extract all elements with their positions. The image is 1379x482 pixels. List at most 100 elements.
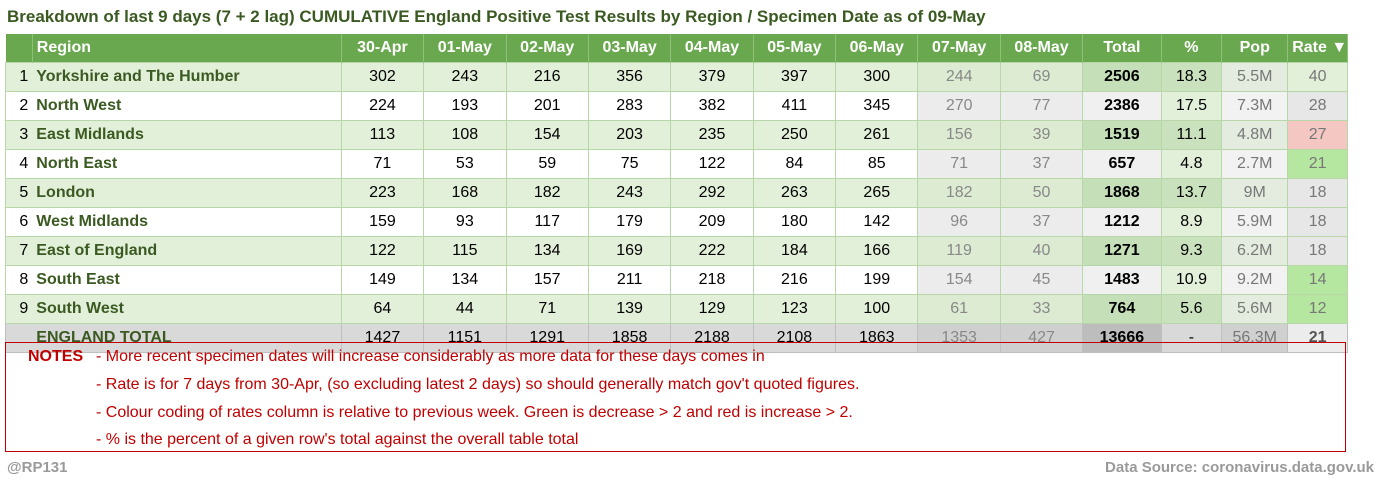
date-header[interactable]: 07-May — [917, 34, 1001, 63]
pop-header[interactable]: Pop — [1221, 34, 1289, 63]
pct-cell: 13.7 — [1160, 178, 1223, 208]
notes-label: NOTES — [28, 348, 84, 365]
value-cell: 1858 — [587, 323, 672, 353]
notes-box: NOTES - More recent specimen dates will … — [5, 342, 1346, 452]
region-name: South West — [32, 294, 342, 324]
total-cell: 2506 — [1082, 62, 1162, 92]
value-cell: 265 — [835, 178, 919, 208]
table-row: 3 East Midlands 113 108 154 203 235 250 261 156 39… — [5, 120, 1348, 150]
value-cell: 292 — [670, 178, 754, 208]
rate-cell: 28 — [1287, 91, 1348, 121]
total-cell: 1212 — [1082, 207, 1162, 237]
pct-cell: 18.3 — [1160, 62, 1223, 92]
value-cell: 182 — [505, 178, 589, 208]
region-name: East Midlands — [32, 120, 342, 150]
table-row: 4 North East 71 53 59 75 122 84 85 71 37 657 4.8 2.7M… — [5, 149, 1348, 179]
rate-cell: 27 — [1287, 120, 1348, 150]
row-index: 1 — [5, 62, 33, 92]
date-header[interactable]: 05-May — [753, 34, 837, 63]
row-index: 9 — [5, 294, 33, 324]
region-name: ENGLAND TOTAL — [32, 323, 342, 353]
date-header[interactable]: 01-May — [423, 34, 507, 63]
value-cell: 134 — [423, 265, 507, 295]
date-header[interactable]: 06-May — [835, 34, 919, 63]
row-index: 7 — [5, 236, 33, 266]
date-header[interactable]: 04-May — [670, 34, 754, 63]
value-cell: 216 — [752, 265, 837, 295]
table-row: 2 North West 224 193 201 283 382 411 345 270 77 238… — [5, 91, 1348, 121]
lag-value-cell: 50 — [999, 178, 1084, 208]
note-line: - Colour coding of rates column is relat… — [96, 404, 853, 421]
total-header[interactable]: Total — [1082, 34, 1162, 63]
lag-value-cell: 61 — [917, 294, 1001, 324]
header-row: Region 30-Apr 01-May 02-May 03-May 04-Ma… — [5, 34, 1348, 63]
value-cell: 382 — [670, 91, 754, 121]
lag-value-cell: 33 — [999, 294, 1084, 324]
rate-cell: 18 — [1287, 178, 1348, 208]
date-header[interactable]: 30-Apr — [341, 34, 425, 63]
region-name: North East — [32, 149, 342, 179]
rate-cell: 40 — [1287, 62, 1348, 92]
value-cell: 261 — [835, 120, 919, 150]
value-cell: 108 — [423, 120, 507, 150]
value-cell: 122 — [670, 149, 754, 179]
value-cell: 71 — [505, 294, 589, 324]
value-cell: 184 — [752, 236, 837, 266]
pop-cell: 2.7M — [1221, 149, 1289, 179]
pop-cell: 5.9M — [1221, 207, 1289, 237]
total-cell: 1483 — [1082, 265, 1162, 295]
pop-cell: 9M — [1221, 178, 1289, 208]
region-name: South East — [32, 265, 342, 295]
value-cell: 180 — [752, 207, 837, 237]
value-cell: 302 — [340, 62, 425, 92]
value-cell: 59 — [505, 149, 589, 179]
pop-cell: 7.3M — [1221, 91, 1289, 121]
lag-value-cell: 427 — [999, 323, 1084, 353]
value-cell: 149 — [340, 265, 425, 295]
row-index: 5 — [5, 178, 33, 208]
lag-value-cell: 37 — [999, 149, 1084, 179]
rate-header[interactable]: Rate ▼ — [1287, 34, 1348, 63]
pop-cell: 5.5M — [1221, 62, 1289, 92]
value-cell: 1151 — [423, 323, 507, 353]
table-row: 9 South West 64 44 71 139 129 123 100 61 33 764 5.6 5… — [5, 294, 1348, 324]
lag-value-cell: 244 — [917, 62, 1001, 92]
value-cell: 216 — [505, 62, 589, 92]
value-cell: 129 — [670, 294, 754, 324]
region-header[interactable]: Region — [32, 34, 342, 63]
table-row: 8 South East 149 134 157 211 218 216 199 154 45 148… — [5, 265, 1348, 295]
total-cell: 1271 — [1082, 236, 1162, 266]
value-cell: 44 — [423, 294, 507, 324]
lag-value-cell: 154 — [917, 265, 1001, 295]
pct-cell: 17.5 — [1160, 91, 1223, 121]
value-cell: 75 — [587, 149, 672, 179]
lag-value-cell: 39 — [999, 120, 1084, 150]
total-cell: 1868 — [1082, 178, 1162, 208]
lag-value-cell: 96 — [917, 207, 1001, 237]
pct-header[interactable]: % — [1161, 34, 1223, 63]
lag-value-cell: 37 — [999, 207, 1084, 237]
pct-cell: 9.3 — [1160, 236, 1223, 266]
region-name: Yorkshire and The Humber — [32, 62, 342, 92]
value-cell: 283 — [587, 91, 672, 121]
row-index: 2 — [5, 91, 33, 121]
date-header[interactable]: 08-May — [1000, 34, 1084, 63]
date-header[interactable]: 03-May — [588, 34, 672, 63]
lag-value-cell: 182 — [917, 178, 1001, 208]
date-header[interactable]: 02-May — [506, 34, 589, 63]
value-cell: 71 — [340, 149, 425, 179]
region-name: West Midlands — [32, 207, 342, 237]
table-row: 5 London 223 168 182 243 292 263 265 182 50 1868 13.… — [5, 178, 1348, 208]
value-cell: 53 — [423, 149, 507, 179]
value-cell: 1291 — [505, 323, 589, 353]
value-cell: 142 — [835, 207, 919, 237]
value-cell: 243 — [587, 178, 672, 208]
pct-cell: 8.9 — [1160, 207, 1223, 237]
table-title: Breakdown of last 9 days (7 + 2 lag) CUM… — [7, 7, 986, 26]
note-line: - Rate is for 7 days from 30-Apr, (so ex… — [96, 376, 860, 393]
row-index: 4 — [5, 149, 33, 179]
pct-cell: 5.6 — [1160, 294, 1223, 324]
results-table: Region 30-Apr 01-May 02-May 03-May 04-Ma… — [5, 34, 1348, 353]
value-cell: 115 — [423, 236, 507, 266]
value-cell: 2188 — [670, 323, 754, 353]
